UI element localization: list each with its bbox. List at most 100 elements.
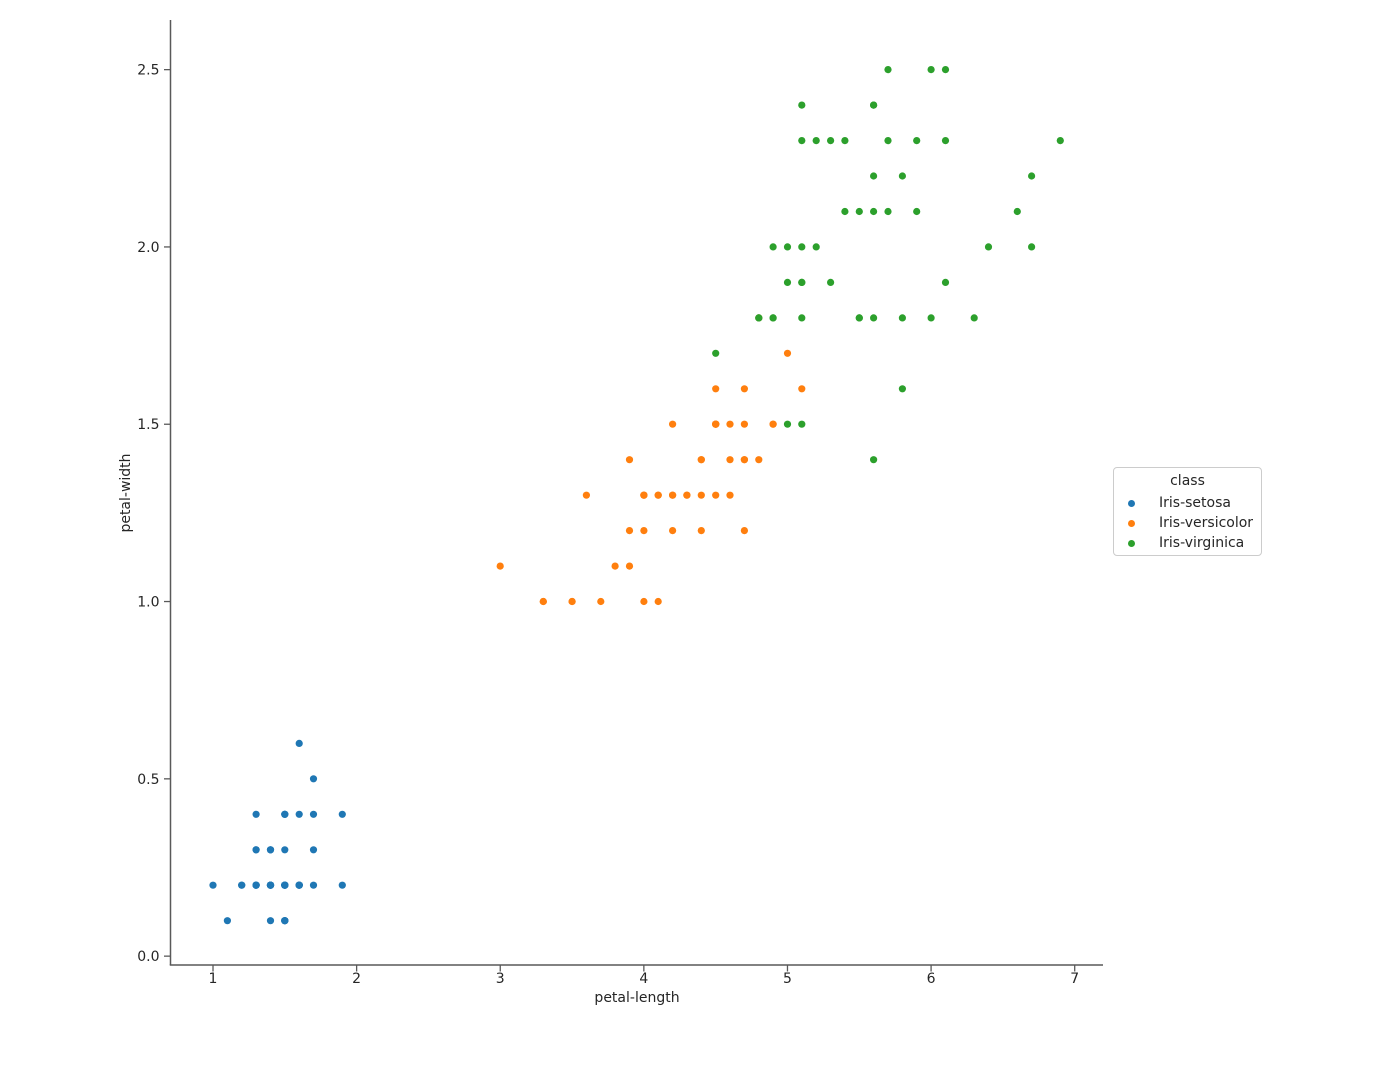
data-point-iris-versicolor bbox=[539, 597, 547, 606]
data-point-iris-virginica bbox=[884, 207, 892, 216]
data-point-iris-virginica bbox=[927, 314, 935, 322]
legend-label-iris-versicolor: Iris-versicolor bbox=[1159, 515, 1254, 531]
data-point-iris-versicolor bbox=[712, 491, 720, 499]
legend: class Iris-setosa Iris-versicolor Iris-v… bbox=[1113, 467, 1262, 556]
data-point-iris-setosa bbox=[309, 775, 318, 783]
data-point-iris-setosa bbox=[281, 846, 289, 854]
data-point-iris-versicolor bbox=[740, 527, 749, 535]
data-point-iris-versicolor bbox=[769, 420, 777, 428]
data-point-iris-setosa bbox=[281, 881, 289, 889]
data-point-iris-setosa bbox=[295, 810, 303, 818]
data-point-iris-virginica bbox=[1056, 137, 1064, 145]
data-point-iris-virginica bbox=[841, 137, 849, 145]
data-point-iris-versicolor bbox=[640, 527, 648, 535]
data-point-iris-virginica bbox=[941, 137, 950, 145]
data-point-iris-versicolor bbox=[726, 420, 734, 428]
data-point-iris-versicolor bbox=[783, 349, 792, 357]
data-point-iris-virginica bbox=[769, 314, 777, 322]
data-point-iris-setosa bbox=[266, 917, 275, 925]
data-point-iris-virginica bbox=[855, 314, 863, 322]
data-point-iris-setosa bbox=[281, 810, 289, 818]
data-point-iris-virginica bbox=[898, 314, 907, 322]
data-point-iris-virginica bbox=[870, 101, 878, 109]
legend-item-iris-virginica: Iris-virginica bbox=[1114, 533, 1261, 553]
data-point-iris-setosa bbox=[209, 881, 217, 889]
data-point-iris-virginica bbox=[870, 314, 878, 322]
data-point-iris-versicolor bbox=[683, 491, 691, 499]
y-tick-label: 0.5 bbox=[137, 772, 159, 788]
x-tick-label: 2 bbox=[352, 971, 361, 987]
data-point-iris-setosa bbox=[338, 881, 346, 889]
legend-marker-icon bbox=[1128, 519, 1135, 527]
data-point-iris-versicolor bbox=[597, 597, 605, 606]
data-point-iris-setosa bbox=[295, 881, 303, 889]
data-point-iris-versicolor bbox=[654, 597, 662, 606]
data-point-iris-versicolor bbox=[726, 491, 734, 499]
data-point-iris-versicolor bbox=[496, 562, 504, 570]
data-point-iris-versicolor bbox=[740, 385, 749, 393]
data-point-iris-setosa bbox=[266, 881, 275, 889]
data-point-iris-versicolor bbox=[625, 527, 634, 535]
legend-marker-icon bbox=[1128, 539, 1135, 547]
legend-marker-icon bbox=[1128, 499, 1135, 507]
data-point-iris-versicolor bbox=[697, 491, 705, 499]
data-point-iris-virginica bbox=[913, 137, 921, 145]
data-point-iris-virginica bbox=[712, 349, 720, 357]
data-point-iris-versicolor bbox=[755, 456, 763, 464]
legend-item-iris-versicolor: Iris-versicolor bbox=[1114, 513, 1261, 533]
x-axis-label: petal-length bbox=[594, 990, 680, 1006]
data-point-iris-versicolor bbox=[568, 597, 576, 606]
data-point-iris-virginica bbox=[970, 314, 978, 322]
data-point-iris-versicolor bbox=[582, 491, 591, 499]
data-point-iris-versicolor bbox=[669, 491, 677, 499]
data-point-iris-setosa bbox=[252, 810, 260, 818]
data-point-iris-versicolor bbox=[712, 385, 720, 393]
data-point-iris-versicolor bbox=[697, 456, 705, 464]
data-point-iris-virginica bbox=[798, 420, 806, 428]
data-point-iris-versicolor bbox=[740, 420, 749, 428]
data-point-iris-virginica bbox=[941, 278, 950, 286]
data-point-iris-virginica bbox=[855, 207, 863, 216]
data-point-iris-virginica bbox=[898, 172, 907, 180]
y-tick-label: 1.5 bbox=[137, 417, 159, 433]
data-point-iris-setosa bbox=[281, 917, 289, 925]
data-point-iris-virginica bbox=[870, 207, 878, 216]
x-tick-label: 3 bbox=[496, 971, 505, 987]
data-point-iris-virginica bbox=[827, 137, 835, 145]
y-tick-label: 0.0 bbox=[137, 949, 159, 965]
data-point-iris-setosa bbox=[223, 917, 231, 925]
data-point-iris-virginica bbox=[1013, 207, 1021, 216]
data-point-iris-virginica bbox=[798, 101, 806, 109]
data-point-iris-versicolor bbox=[669, 527, 677, 535]
data-point-iris-setosa bbox=[252, 881, 260, 889]
data-point-iris-virginica bbox=[798, 278, 806, 286]
data-point-iris-versicolor bbox=[640, 597, 648, 606]
data-point-iris-virginica bbox=[984, 243, 993, 251]
data-point-iris-versicolor bbox=[740, 456, 749, 464]
data-point-iris-virginica bbox=[898, 385, 907, 393]
data-point-iris-virginica bbox=[884, 137, 892, 145]
data-point-iris-virginica bbox=[827, 278, 835, 286]
data-point-iris-versicolor bbox=[726, 456, 734, 464]
data-point-iris-versicolor bbox=[798, 385, 806, 393]
legend-item-iris-setosa: Iris-setosa bbox=[1114, 493, 1261, 513]
data-point-iris-virginica bbox=[783, 243, 792, 251]
data-point-iris-virginica bbox=[1028, 172, 1036, 180]
data-point-iris-virginica bbox=[941, 66, 950, 74]
data-point-iris-virginica bbox=[755, 314, 763, 322]
y-tick-label: 1.0 bbox=[137, 595, 159, 611]
data-point-iris-setosa bbox=[238, 881, 246, 889]
data-point-iris-virginica bbox=[798, 243, 806, 251]
data-point-iris-virginica bbox=[812, 137, 820, 145]
data-point-iris-virginica bbox=[884, 66, 892, 74]
data-point-iris-virginica bbox=[798, 314, 806, 322]
y-axis-label: petal-width bbox=[118, 453, 134, 533]
data-point-iris-versicolor bbox=[654, 491, 662, 499]
data-point-iris-virginica bbox=[769, 243, 777, 251]
legend-title: class bbox=[1170, 473, 1205, 489]
data-point-iris-virginica bbox=[1028, 243, 1036, 251]
legend-label-iris-setosa: Iris-setosa bbox=[1159, 495, 1231, 511]
data-point-iris-versicolor bbox=[712, 420, 720, 428]
x-tick-label: 4 bbox=[639, 971, 648, 987]
